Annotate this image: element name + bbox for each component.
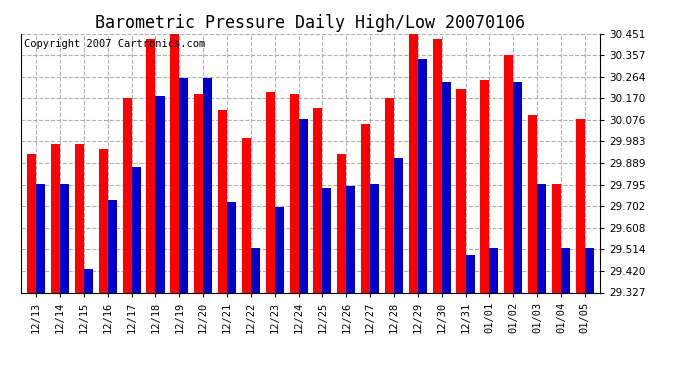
Bar [489, 248, 498, 292]
Bar [394, 158, 403, 292]
Bar [370, 184, 380, 292]
Bar [146, 39, 155, 292]
Bar [457, 89, 466, 292]
Bar [313, 108, 322, 292]
Bar [75, 144, 84, 292]
Bar [179, 78, 188, 292]
Bar [504, 55, 513, 292]
Bar [433, 39, 442, 292]
Bar [275, 207, 284, 292]
Bar [575, 119, 585, 292]
Bar [218, 110, 227, 292]
Bar [266, 92, 275, 292]
Bar [290, 94, 299, 292]
Bar [442, 82, 451, 292]
Bar [155, 96, 164, 292]
Bar [203, 78, 213, 292]
Bar [132, 168, 141, 292]
Bar [466, 255, 475, 292]
Bar [170, 34, 179, 292]
Bar [513, 82, 522, 292]
Bar [108, 200, 117, 292]
Bar [480, 80, 489, 292]
Bar [51, 144, 60, 292]
Bar [27, 154, 36, 292]
Bar [194, 94, 203, 292]
Bar [561, 248, 570, 292]
Bar [528, 114, 537, 292]
Bar [36, 184, 46, 292]
Bar [537, 184, 546, 292]
Bar [123, 98, 132, 292]
Bar [418, 59, 427, 292]
Bar [299, 119, 308, 292]
Bar [552, 184, 561, 292]
Bar [337, 154, 346, 292]
Bar [60, 184, 69, 292]
Text: Copyright 2007 Cartronics.com: Copyright 2007 Cartronics.com [23, 39, 205, 49]
Bar [346, 186, 355, 292]
Bar [241, 138, 251, 292]
Bar [385, 98, 394, 292]
Bar [227, 202, 236, 292]
Bar [251, 248, 260, 292]
Bar [99, 149, 108, 292]
Bar [361, 124, 370, 292]
Bar [84, 269, 93, 292]
Bar [408, 34, 418, 292]
Bar [585, 248, 594, 292]
Title: Barometric Pressure Daily High/Low 20070106: Barometric Pressure Daily High/Low 20070… [95, 14, 526, 32]
Bar [322, 188, 331, 292]
